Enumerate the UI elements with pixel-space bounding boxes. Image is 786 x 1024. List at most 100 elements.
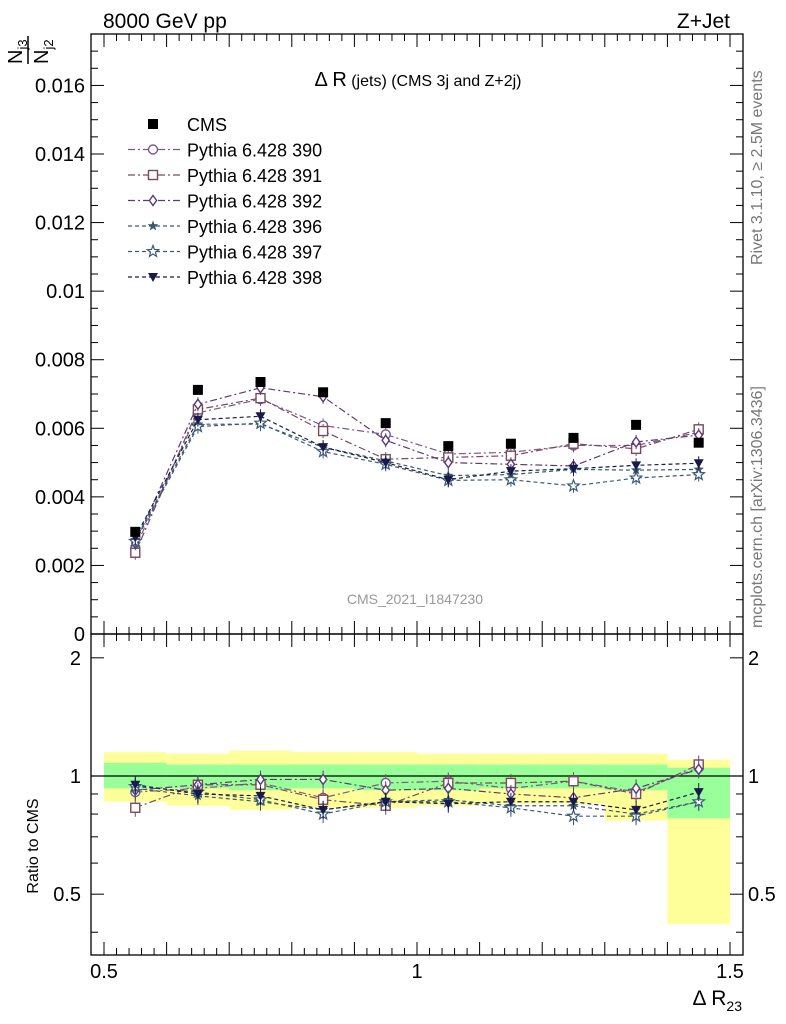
data-point <box>255 377 266 387</box>
series-line <box>134 422 699 542</box>
y-tick-label: 0.006 <box>35 418 85 440</box>
y-tick-label: 0.008 <box>35 350 85 372</box>
ratio-series-marker <box>192 789 203 799</box>
series-marker <box>443 456 453 469</box>
series-marker <box>380 458 391 468</box>
x-tick-label: 0.5 <box>90 961 118 983</box>
ratio-series-marker <box>631 805 642 815</box>
y-tick-label: 0.014 <box>35 144 85 166</box>
legend-marker <box>147 220 159 231</box>
ratio-series-line <box>135 768 699 799</box>
series-line <box>134 398 699 548</box>
ratio-series-marker <box>505 797 516 807</box>
main-axes: 0 0.002 0.004 0.006 0.008 0.01 0.012 0.014 0.016 <box>35 33 744 646</box>
data-point <box>443 441 454 452</box>
y-den-sub: j2 <box>41 39 56 50</box>
series-marker <box>631 435 641 449</box>
data-point <box>192 384 203 395</box>
series-marker <box>193 398 203 411</box>
y-num: N <box>5 50 27 64</box>
series-line <box>134 387 699 544</box>
ratio-series-marker <box>568 776 579 787</box>
x-tick-label: 1.5 <box>716 961 744 983</box>
legend-label: Pythia 6.428 390 <box>187 141 322 161</box>
series-marker <box>381 434 391 447</box>
data-point <box>380 418 391 429</box>
ratio-series-marker <box>318 805 329 815</box>
ratio-y-tick-label-right: 0.5 <box>748 884 776 906</box>
rivet-label: Rivet 3.1.10, ≥ 2.5M events <box>749 70 766 265</box>
plot-title-main: Δ R <box>315 69 347 91</box>
ratio-series-marker <box>380 797 391 807</box>
series-line <box>134 397 699 553</box>
mcplots-label: mcplots.cern.ch [arXiv:1306.3436] <box>749 386 766 628</box>
legend-label: CMS <box>187 115 227 135</box>
series-marker <box>317 425 329 437</box>
legend-label: Pythia 6.428 391 <box>187 166 322 186</box>
series-line <box>134 423 699 541</box>
series-marker <box>631 461 642 471</box>
main-plot-marks <box>127 377 707 560</box>
ratio-series-marker <box>318 773 328 786</box>
legend-label: Pythia 6.428 398 <box>187 268 322 288</box>
data-point <box>505 438 516 449</box>
legend-marker <box>145 243 161 258</box>
y-tick-label: 0.004 <box>35 487 85 509</box>
ratio-y-tick-label: 1 <box>70 766 81 788</box>
header-right: Z+Jet <box>677 10 730 33</box>
ratio-series-marker <box>693 788 704 798</box>
x-label-main: Δ R <box>693 987 727 1010</box>
series-marker <box>505 467 516 477</box>
legend: CMS Pythia 6.428 390 Pythia 6.428 391 Pythi… <box>128 115 322 288</box>
x-axis-label: Δ R23 <box>693 987 743 1014</box>
x-tick-label: 1 <box>411 961 422 983</box>
y-tick-label: 0.01 <box>46 281 85 303</box>
legend-marker <box>147 169 159 181</box>
ratio-axes: 0.5 1 1.5 0.5 0.5 1 1 2 2 <box>53 633 776 983</box>
legend-label: Pythia 6.428 397 <box>187 243 322 263</box>
legend-marker <box>147 144 159 155</box>
series-marker <box>318 443 329 453</box>
series-marker <box>566 478 581 493</box>
ratio-series-line <box>135 784 699 811</box>
data-point <box>318 387 329 398</box>
legend-marker <box>148 194 158 207</box>
data-point <box>568 432 579 443</box>
series-marker <box>503 471 519 486</box>
series-marker <box>568 464 579 474</box>
ratio-series-marker <box>566 808 581 823</box>
header-left: 8000 GeV pp <box>103 10 227 33</box>
series-marker <box>691 466 707 481</box>
ratio-series-marker <box>256 773 265 786</box>
ratio-y-tick-label-right: 2 <box>748 648 759 670</box>
legend-marker-cms <box>148 119 158 129</box>
ratio-y-tick-label: 2 <box>70 648 81 670</box>
ratio-series-line <box>135 785 699 817</box>
y-tick-label: 0.016 <box>35 75 85 97</box>
y-tick-label: 0.002 <box>35 555 85 577</box>
series-marker <box>192 415 203 425</box>
series-line <box>134 415 699 538</box>
ratio-series-marker <box>130 802 141 813</box>
y-axis-label: Nj3 Nj2 <box>5 36 56 64</box>
data-point <box>130 526 141 537</box>
series-marker <box>693 459 704 469</box>
series-marker <box>628 470 644 485</box>
data-point <box>631 419 642 430</box>
ratio-series-marker <box>631 782 641 795</box>
y-tick-label: 0.012 <box>35 213 85 235</box>
ratio-series-line <box>135 787 699 815</box>
svg-text:Nj2: Nj2 <box>31 39 56 64</box>
data-point <box>693 437 704 448</box>
plot-title: Δ R (jets) (CMS 3j and Z+2j) <box>315 69 522 91</box>
ratio-series-line <box>135 763 699 809</box>
ratio-y-tick-label: 0.5 <box>53 884 81 906</box>
series-marker <box>255 412 266 422</box>
analysis-watermark: CMS_2021_I1847230 <box>347 591 483 607</box>
legend-label: Pythia 6.428 392 <box>187 192 322 212</box>
ratio-series-marker <box>691 794 707 808</box>
y-den: N <box>31 50 53 64</box>
ratio-series-marker <box>694 763 704 776</box>
ratio-plot-marks <box>127 755 707 826</box>
plot-title-rest: (jets) (CMS 3j and Z+2j) <box>351 73 521 90</box>
